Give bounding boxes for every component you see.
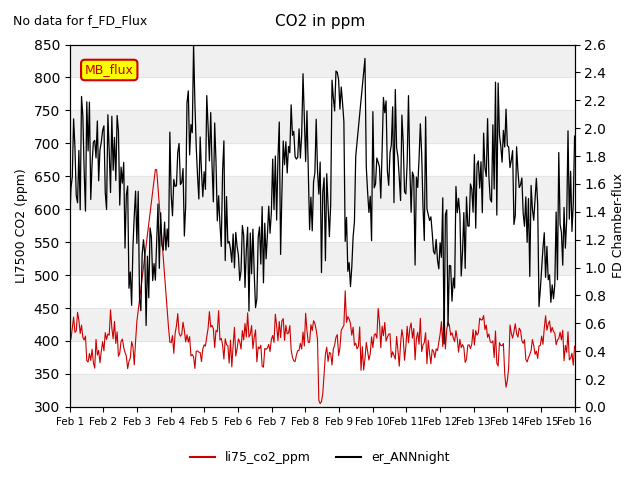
Bar bbox=[70, 308, 575, 341]
Bar bbox=[70, 374, 575, 407]
Bar bbox=[70, 45, 575, 77]
Text: No data for f_FD_Flux: No data for f_FD_Flux bbox=[13, 14, 147, 27]
Bar bbox=[70, 110, 575, 144]
Y-axis label: LI7500 CO2 (ppm): LI7500 CO2 (ppm) bbox=[15, 168, 28, 283]
Legend: li75_co2_ppm, er_ANNnight: li75_co2_ppm, er_ANNnight bbox=[186, 446, 454, 469]
Bar bbox=[70, 176, 575, 209]
Text: CO2 in ppm: CO2 in ppm bbox=[275, 14, 365, 29]
Text: MB_flux: MB_flux bbox=[85, 63, 134, 76]
Y-axis label: FD Chamber-flux: FD Chamber-flux bbox=[612, 173, 625, 278]
Bar bbox=[70, 242, 575, 275]
